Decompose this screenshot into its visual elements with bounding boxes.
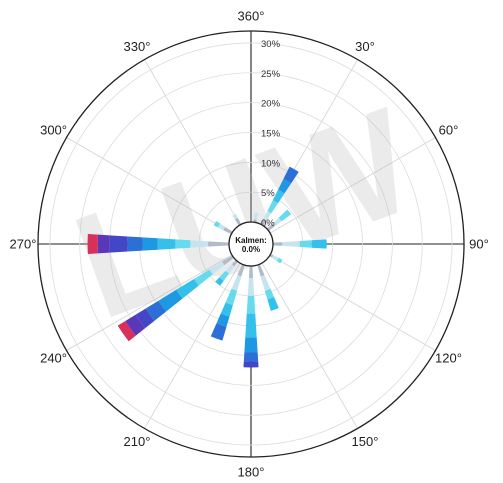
bar-235-seg-4 xyxy=(158,289,183,312)
angle-label-60: 60° xyxy=(439,123,459,138)
watermark-text: LUW xyxy=(55,76,434,351)
bar-200-seg-5 xyxy=(210,323,227,341)
radial-label-15: 15% xyxy=(261,128,281,139)
bar-180-seg-1 xyxy=(247,277,255,296)
bar-270-seg-7 xyxy=(97,234,110,254)
angle-label-270: 270° xyxy=(10,237,37,252)
bar-90-seg-0 xyxy=(272,242,282,246)
angle-label-90: 90° xyxy=(469,237,489,252)
bar-235-seg-5 xyxy=(145,300,167,321)
spoke-210 xyxy=(144,262,241,429)
bar-160-seg-1 xyxy=(260,275,271,291)
spoke-150 xyxy=(261,262,358,429)
radial-label-10: 10% xyxy=(261,158,281,169)
bar-30-seg-1 xyxy=(263,210,272,221)
bar-220-seg-0 xyxy=(231,259,238,267)
angle-label-30: 30° xyxy=(355,39,375,54)
bar-200-seg-0 xyxy=(237,264,245,277)
angle-label-0: 360° xyxy=(238,9,265,24)
bar-180-seg-2 xyxy=(246,295,256,314)
bar-200-seg-1 xyxy=(231,275,242,291)
angle-labels: 360° 30° 60° 90° 120° 150° 180° 210° 240° 270° 300… xyxy=(10,9,489,480)
ring-30 xyxy=(49,42,453,446)
bar-50-seg-1 xyxy=(272,217,282,227)
bar-180-seg-3 xyxy=(245,313,257,338)
radial-label-20: 20% xyxy=(261,99,281,110)
outer-ring xyxy=(37,30,465,458)
bar-120-seg-1 xyxy=(271,255,279,262)
bar-30-seg-2 xyxy=(267,200,278,214)
bar-330-seg-1 xyxy=(232,213,238,220)
bar-90-seg-2 xyxy=(299,240,312,248)
bar-220-seg-2 xyxy=(219,270,230,281)
bar-180-seg-0 xyxy=(248,265,254,278)
angle-label-300: 300° xyxy=(40,123,67,138)
bar-200-seg-2 xyxy=(225,288,238,306)
bar-160-seg-0 xyxy=(257,264,265,277)
spoke-60 xyxy=(269,137,436,234)
bar-90-seg-1 xyxy=(281,241,300,247)
angle-label-150: 150° xyxy=(352,434,379,449)
angle-label-210: 210° xyxy=(124,434,151,449)
calm-center: Kalmen: 0.0% xyxy=(228,221,274,267)
bar-300-seg-1 xyxy=(217,223,226,231)
bar-220-seg-3 xyxy=(215,277,224,286)
bar-50-seg-2 xyxy=(278,209,292,222)
bar-120-seg-2 xyxy=(276,257,283,264)
angle-label-180: 180° xyxy=(238,465,265,480)
bar-180-seg-6 xyxy=(243,361,259,368)
ring-25 xyxy=(79,72,423,416)
radial-label-5: 5% xyxy=(261,188,275,199)
bar-270-seg-2 xyxy=(175,239,191,249)
spoke-330 xyxy=(144,59,241,226)
calm-label: Kalmen: xyxy=(235,236,267,245)
bar-160-seg-2 xyxy=(264,288,275,300)
bar-50-seg-0 xyxy=(266,223,275,231)
bar-330-seg-0 xyxy=(234,217,242,226)
angle-label-120: 120° xyxy=(435,351,462,366)
calm-circle xyxy=(228,221,274,267)
bar-90-seg-3 xyxy=(311,239,327,249)
bar-235-seg-6 xyxy=(135,308,155,329)
angle-label-240: 240° xyxy=(40,351,67,366)
spoke-120 xyxy=(269,254,436,351)
bar-270-seg-1 xyxy=(190,240,209,248)
radial-tick-labels: 0% 5% 10% 15% 20% 25% 30% xyxy=(261,39,281,229)
spoke-300 xyxy=(66,137,233,234)
angle-label-330: 330° xyxy=(124,39,151,54)
bar-300-seg-0 xyxy=(223,226,233,235)
bar-235-seg-1 xyxy=(209,261,225,275)
bar-270-seg-5 xyxy=(127,236,143,252)
radial-label-0: 0% xyxy=(261,218,275,229)
radial-label-30: 30% xyxy=(261,39,281,50)
bar-300-seg-2 xyxy=(213,220,221,228)
radial-label-25: 25% xyxy=(261,69,281,80)
bar-180-seg-5 xyxy=(243,352,259,362)
bar-200-seg-3 xyxy=(220,302,233,317)
bar-235-seg-3 xyxy=(176,278,199,299)
bar-30-seg-0 xyxy=(260,218,267,226)
spoke-240 xyxy=(66,254,233,351)
calm-value: 0.0% xyxy=(242,245,260,254)
bar-270-seg-4 xyxy=(142,237,158,251)
bar-235-seg-0 xyxy=(222,255,234,266)
bar-200-seg-4 xyxy=(216,313,230,327)
bar-270-seg-3 xyxy=(157,238,176,250)
bar-235-seg-8 xyxy=(117,320,136,342)
bar-30-seg-4 xyxy=(278,178,292,194)
bar-235-seg-7 xyxy=(125,314,146,336)
watermark-layer: LUW xyxy=(55,76,434,351)
bar-270-seg-8 xyxy=(87,234,98,254)
bar-220-seg-1 xyxy=(225,264,235,274)
bar-30-seg-3 xyxy=(272,189,285,204)
bar-160-seg-3 xyxy=(267,297,279,311)
bar-235-seg-2 xyxy=(194,269,213,286)
bar-10-seg-1 xyxy=(253,212,259,220)
bar-180-seg-4 xyxy=(244,337,258,353)
wind-bars xyxy=(87,166,327,368)
bar-30-seg-5 xyxy=(283,166,299,184)
bar-270-seg-0 xyxy=(208,241,230,247)
bar-270-seg-6 xyxy=(109,235,128,253)
